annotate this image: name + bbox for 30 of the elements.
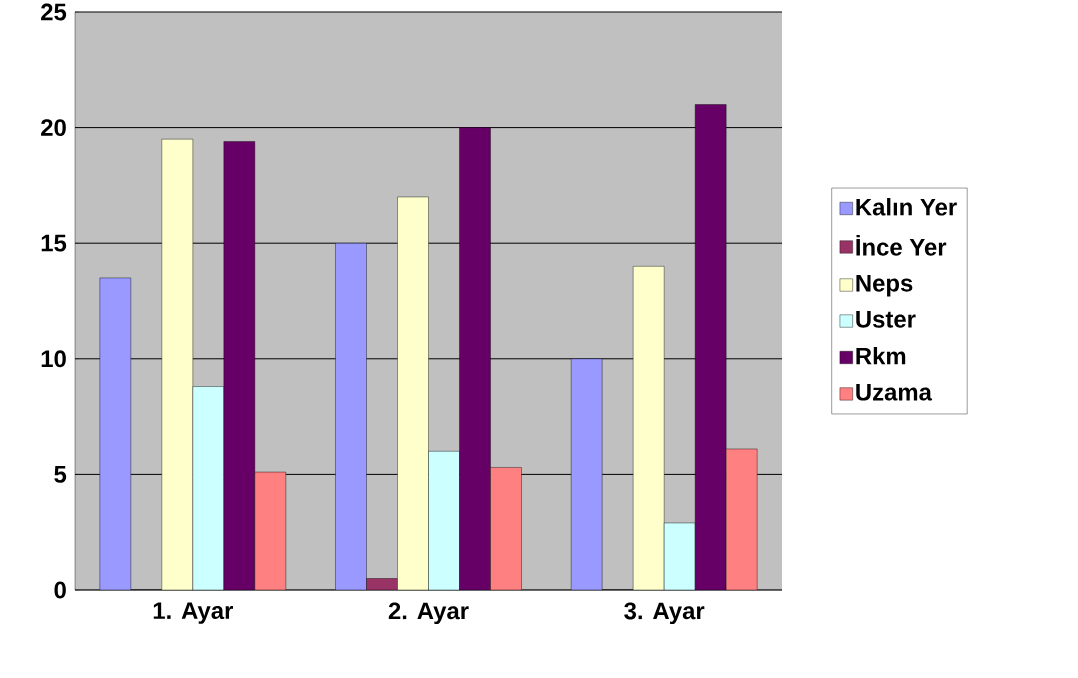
legend-label: Rkm <box>856 347 906 365</box>
bar <box>99 277 131 590</box>
y-tick-label: 20 <box>41 119 66 137</box>
bar <box>694 104 727 590</box>
bar <box>725 448 758 590</box>
bar <box>223 141 255 590</box>
y-tick-label: 0 <box>54 581 66 599</box>
bar <box>335 243 367 590</box>
legend-label: Uster <box>856 311 916 328</box>
bar <box>397 196 429 590</box>
bar <box>570 358 603 590</box>
bar <box>490 467 522 590</box>
y-tick-label: 15 <box>41 234 67 252</box>
bar <box>192 386 224 590</box>
legend-label: Neps <box>856 274 913 297</box>
x-tick-label: 3. Ayar <box>624 602 705 625</box>
legend-label: Uzama <box>856 383 933 401</box>
x-tick-label: 2. Ayar <box>388 602 469 625</box>
bar <box>632 266 665 590</box>
y-tick-label: 5 <box>54 466 67 483</box>
legend-label: Kalın Yer <box>856 198 957 216</box>
bar <box>161 139 193 590</box>
legend-label: İnce Yer <box>856 234 947 256</box>
bar <box>459 127 491 590</box>
y-tick-label: 10 <box>41 350 66 368</box>
bar <box>428 451 460 590</box>
x-tick-label: 1. Ayar <box>153 602 234 624</box>
bar <box>254 472 286 590</box>
bar <box>663 522 696 590</box>
y-tick-label: 25 <box>41 3 67 21</box>
